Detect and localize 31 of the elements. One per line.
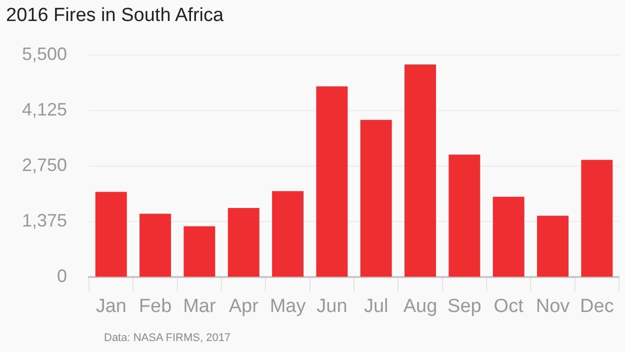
bar bbox=[272, 191, 304, 277]
x-tick-label: May bbox=[270, 296, 306, 317]
bar bbox=[316, 86, 348, 277]
x-tick-label: Sep bbox=[448, 296, 482, 317]
x-tick-label: Nov bbox=[536, 296, 570, 317]
x-tick-label: Jun bbox=[316, 296, 348, 317]
bar bbox=[492, 196, 524, 277]
bar bbox=[537, 216, 568, 277]
y-tick-label: 0 bbox=[57, 266, 68, 286]
bar bbox=[404, 64, 436, 277]
x-tick-label: Dec bbox=[580, 296, 614, 317]
y-tick-label: 2,750 bbox=[22, 154, 68, 175]
x-tick-label: Apr bbox=[228, 296, 260, 317]
bar bbox=[581, 160, 613, 277]
text: Data: NASA FIRMS, 2017 bbox=[104, 332, 231, 344]
x-tick-label: Aug bbox=[403, 296, 438, 317]
bar bbox=[360, 120, 392, 277]
y-tick-label: 4,125 bbox=[22, 99, 68, 120]
y-tick-label: 1,375 bbox=[22, 210, 68, 231]
bar bbox=[184, 226, 216, 277]
bar bbox=[95, 192, 127, 277]
x-tick-label: Jan bbox=[96, 296, 126, 317]
x-tick-label: Feb bbox=[138, 296, 172, 317]
bar bbox=[228, 208, 260, 277]
chart-title: 2016 Fires in South Africa bbox=[6, 5, 224, 27]
bar bbox=[140, 214, 172, 277]
y-tick-label: 5,500 bbox=[22, 44, 68, 64]
bar bbox=[448, 154, 480, 277]
x-tick-label: Oct bbox=[494, 296, 524, 317]
x-tick-label: Jul bbox=[364, 296, 388, 317]
x-tick-label: Mar bbox=[183, 296, 216, 317]
